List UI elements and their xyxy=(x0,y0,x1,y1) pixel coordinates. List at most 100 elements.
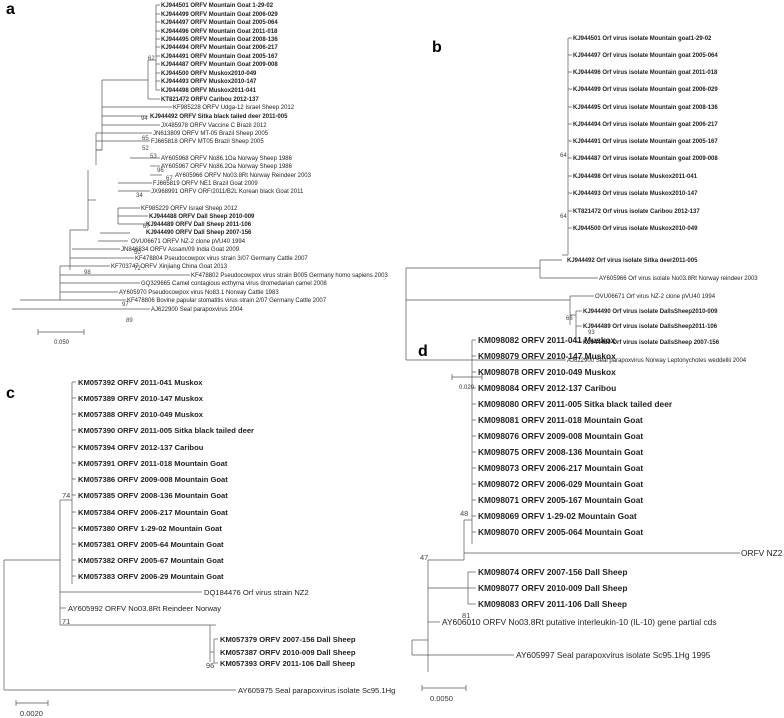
bootstrap-label: 52 xyxy=(142,146,149,152)
leaf-label: AY605968 ORFV No86.1Oa Norway Sheep 1986 xyxy=(161,156,293,162)
leaf-label: OVU06671 ORFV NZ-2 clone pVU40 1994 xyxy=(131,239,246,245)
leaf-label: KM057379 ORFV 2007-156 Dall Sheep xyxy=(220,635,356,644)
leaf-label: AJ622900 Seal parapoxvirus 2004 xyxy=(151,307,243,313)
leaf-label: KM098084 ORFV 2012-137 Caribou xyxy=(478,383,616,393)
leaf-label: KM098077 ORFV 2010-009 Dall Sheep xyxy=(478,583,627,593)
scale-bar: 0.0050 xyxy=(421,685,467,703)
bootstrap-label: 53 xyxy=(150,154,157,160)
leaf-label: KF703747 ORFV Xinjiang China Goat 2013 xyxy=(111,264,228,270)
scale-bar: 0.050 xyxy=(37,329,85,346)
leaf-label: KM057389 ORFV 2010-147 Muskox xyxy=(78,394,204,403)
leaf-label: KJ944497 ORFV Mountain Goat 2005-064 xyxy=(161,20,278,26)
leaf-label: KJ944487 ORFV Mountain Goat 2009-008 xyxy=(161,62,278,68)
leaf-label: KF478804 Pseudocowpox virus strain 3/07 … xyxy=(135,256,308,262)
leaf-label: FJ665819 ORFV NE1 Brazil Goat 2009 xyxy=(153,181,258,187)
leaf-label: KJ944491 Orf virus isolate Mountain goat… xyxy=(573,139,718,145)
leaf-label: KM098080 ORFV 2011-005 Sitka black taile… xyxy=(478,399,673,409)
bootstrap-label: 72 xyxy=(134,266,141,272)
leaf-label: KJ944498 Orf virus isolate Muskox2011-04… xyxy=(573,174,698,180)
scale-bar: 0.0020 xyxy=(15,700,49,718)
bootstrap-label: 81 xyxy=(462,611,470,620)
leaf-label: KJ944494 ORFV Mountain Goat 2006-217 xyxy=(161,45,278,51)
leaf-label: KJ944488 ORFV Dall Sheep 2010-009 xyxy=(149,214,255,220)
leaf-label: KJ944493 Orf virus isolate Muskox2010-14… xyxy=(573,191,698,197)
bootstrap-label: 89 xyxy=(126,318,133,324)
leaf-label: KJ944496 ORFV Mountain Goat 2011-018 xyxy=(161,29,278,35)
leaf-label: KM057383 ORFV 2006-29 Mountain Goat xyxy=(78,572,224,581)
bootstrap-label: 64 xyxy=(560,214,567,220)
leaf-label: FJ665818 ORFV MT05 Brazil Sheep 2005 xyxy=(151,139,264,145)
leaf-label: KJ944489 Orf virus isolate DallsSheep201… xyxy=(583,324,718,330)
leaf-label: KJ944492 ORFV Sitka black tailed deer 20… xyxy=(150,114,288,120)
bootstrap-label: 93 xyxy=(588,330,595,336)
scale-bar: 0.020 xyxy=(451,374,483,391)
leaf-label: KJ944500 Orf virus isolate Muskox2010-04… xyxy=(573,226,698,232)
leaf-label: KJ944489 ORFV Dall Sheep 2011-106 xyxy=(146,222,252,228)
leaf-label: KM057388 ORFV 2010-049 Muskox xyxy=(78,410,204,419)
leaf-label: KJ944492 Orf virus isolate Sitka deer201… xyxy=(567,258,698,264)
leaf-label: KJ944480 Orf virus isolate DallsSheep 20… xyxy=(583,340,720,346)
scale-bar-label: 0.0050 xyxy=(430,694,453,703)
leaf-label: KM098076 ORFV 2009-008 Mountain Goat xyxy=(478,431,643,441)
leaf-label: KT821472 Orf virus isolate Caribou 2012-… xyxy=(573,209,700,215)
leaf-label: KF985229 ORFV Israel Sheep 2012 xyxy=(141,206,238,212)
leaf-label: AY605966 ORFV No03.8Rt Norway Reindeer 2… xyxy=(175,173,312,179)
leaf-label: KJ944491 ORFV Mountain Goat 2005-167 xyxy=(161,54,278,60)
leaf-label: KJ944496 Orf virus isolate Mountain goat… xyxy=(573,70,718,76)
bootstrap-label: 65 xyxy=(142,136,149,142)
leaf-label: KM098079 ORFV 2010-147 Muskox xyxy=(478,351,616,361)
leaf-label: KM098069 ORFV 1-29-02 Mountain Goat xyxy=(478,511,637,521)
bootstrap-label: 50 xyxy=(134,250,141,256)
leaf-label: AY605970 Pseudocowpox virus No83.1 Norwa… xyxy=(119,290,279,296)
bootstrap-label: 48 xyxy=(460,509,468,518)
leaf-label: KM057385 ORFV 2008-136 Mountain Goat xyxy=(78,491,228,500)
leaf-label: AY605997 Seal parapoxvirus isolate Sc95.… xyxy=(516,650,711,660)
leaf-label: OVU06671 Orf virus NZ-2 clone pVU40 1994 xyxy=(595,294,716,300)
leaf-label: KM057392 ORFV 2011-041 Muskox xyxy=(78,378,203,387)
panel-b: b 64 64 66 93 KJ944501 Orf virus xyxy=(405,36,758,391)
leaf-label: KJ944499 ORFV Mountain Goat 2006-029 xyxy=(161,12,278,18)
leaf-label: KJ944500 ORFV Muskox2010-049 xyxy=(161,71,257,77)
bootstrap-label: 66 xyxy=(566,316,573,322)
leaf-label: JN846834 ORFV Assam/09 India Goat 2009 xyxy=(121,247,240,253)
leaf-label: KM057382 ORFV 2005-67 Mountain Goat xyxy=(78,556,224,565)
leaf-label: KJ944498 ORFV Muskox2011-041 xyxy=(161,88,257,94)
scale-bar-label: 0.050 xyxy=(54,340,70,346)
leaf-label: JX485978 ORFV Vaccine C Brazil 2012 xyxy=(161,123,267,129)
leaf-label: KJ944493 ORFV Muskox2010-147 xyxy=(161,79,257,85)
leaf-label: ORFV NZ2 xyxy=(741,548,783,558)
bootstrap-label: 74 xyxy=(62,491,70,500)
leaf-label: KM098073 ORFV 2006-217 Mountain Goat xyxy=(478,463,643,473)
leaf-label: KJ944499 Orf virus isolate Mountain goat… xyxy=(573,87,718,93)
leaf-label: GQ329665 Camel contagious ecthyma virus … xyxy=(141,281,327,287)
bootstrap-label: 67 xyxy=(143,224,150,230)
leaf-label: JN613809 ORFV MT-05 Brazil Sheep 2005 xyxy=(153,131,269,137)
scale-bar-label: 0.0020 xyxy=(20,709,43,718)
leaf-label: KM098074 ORFV 2007-156 Dall Sheep xyxy=(478,567,627,577)
leaf-label: KJ944495 ORFV Mountain Goat 2008-136 xyxy=(161,37,278,43)
leaf-label: KF478806 Bovine papular stomatitis virus… xyxy=(127,298,327,304)
panel-b-letter: b xyxy=(432,39,442,56)
panel-a-letter: a xyxy=(6,1,15,18)
leaf-label: KM057387 ORFV 2010-009 Dall Sheep xyxy=(220,648,356,657)
leaf-label: AY605966 Orf virus isolate No03.8Rt Norw… xyxy=(599,276,758,282)
leaf-label: KJ944501 Orf virus isolate Mountain goat… xyxy=(573,36,712,42)
bootstrap-label: 98 xyxy=(84,270,91,276)
leaf-label: KM057384 ORFV 2006-217 Mountain Goat xyxy=(78,508,228,517)
leaf-label: KJ944497 Orf virus isolate Mountain goat… xyxy=(573,53,718,59)
panel-a: a xyxy=(6,1,388,346)
bootstrap-label: 96 xyxy=(157,168,164,174)
leaf-label: KM098071 ORFV 2005-167 Mountain Goat xyxy=(478,495,643,505)
bootstrap-label: 71 xyxy=(62,617,70,626)
bootstrap-label: 47 xyxy=(420,553,428,562)
panel-d-letter: d xyxy=(418,343,428,360)
leaf-label: KM057390 ORFV 2011-005 Sitka black taile… xyxy=(78,426,254,435)
panel-c: c 74 71 96 KM057392 ORFV 2011-041 Musko xyxy=(3,378,395,718)
leaf-label: KJ944494 Orf virus isolate Mountain goat… xyxy=(573,122,718,128)
bootstrap-label: 96 xyxy=(206,661,214,670)
bootstrap-label: 67 xyxy=(166,176,173,182)
leaf-label: KJ944495 Orf virus isolate Mountain goat… xyxy=(573,105,718,111)
leaf-label: AY606010 ORFV No03.8Rt putative interleu… xyxy=(442,617,717,627)
leaf-label: AY605975 Seal parapoxvirus isolate Sc95.… xyxy=(238,686,395,695)
